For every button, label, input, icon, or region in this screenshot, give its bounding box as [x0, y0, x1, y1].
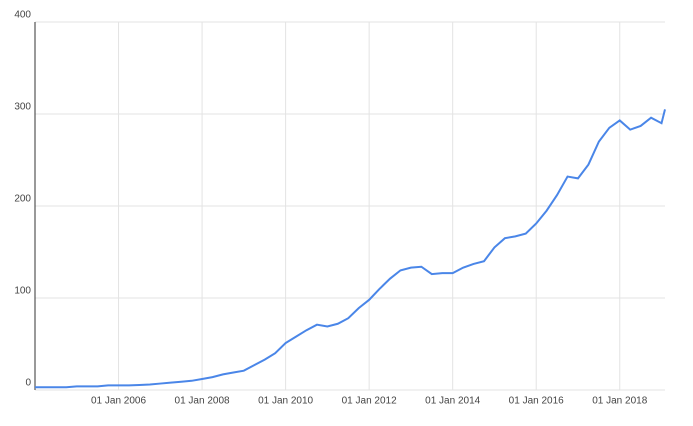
x-tick-label: 01 Jan 2006: [91, 396, 146, 407]
y-tick-label: 400: [14, 10, 31, 21]
x-tick-label: 01 Jan 2008: [175, 396, 230, 407]
x-tick-label: 01 Jan 2016: [509, 396, 564, 407]
y-tick-label: 0: [25, 378, 31, 389]
y-tick-label: 100: [14, 286, 31, 297]
x-tick-label: 01 Jan 2018: [592, 396, 647, 407]
y-tick-label: 200: [14, 194, 31, 205]
y-tick-label: 300: [14, 102, 31, 113]
data-line: [35, 109, 666, 389]
x-tick-label: 01 Jan 2014: [425, 396, 480, 407]
x-tick-label: 01 Jan 2012: [342, 396, 397, 407]
x-tick-label: 01 Jan 2010: [258, 396, 313, 407]
